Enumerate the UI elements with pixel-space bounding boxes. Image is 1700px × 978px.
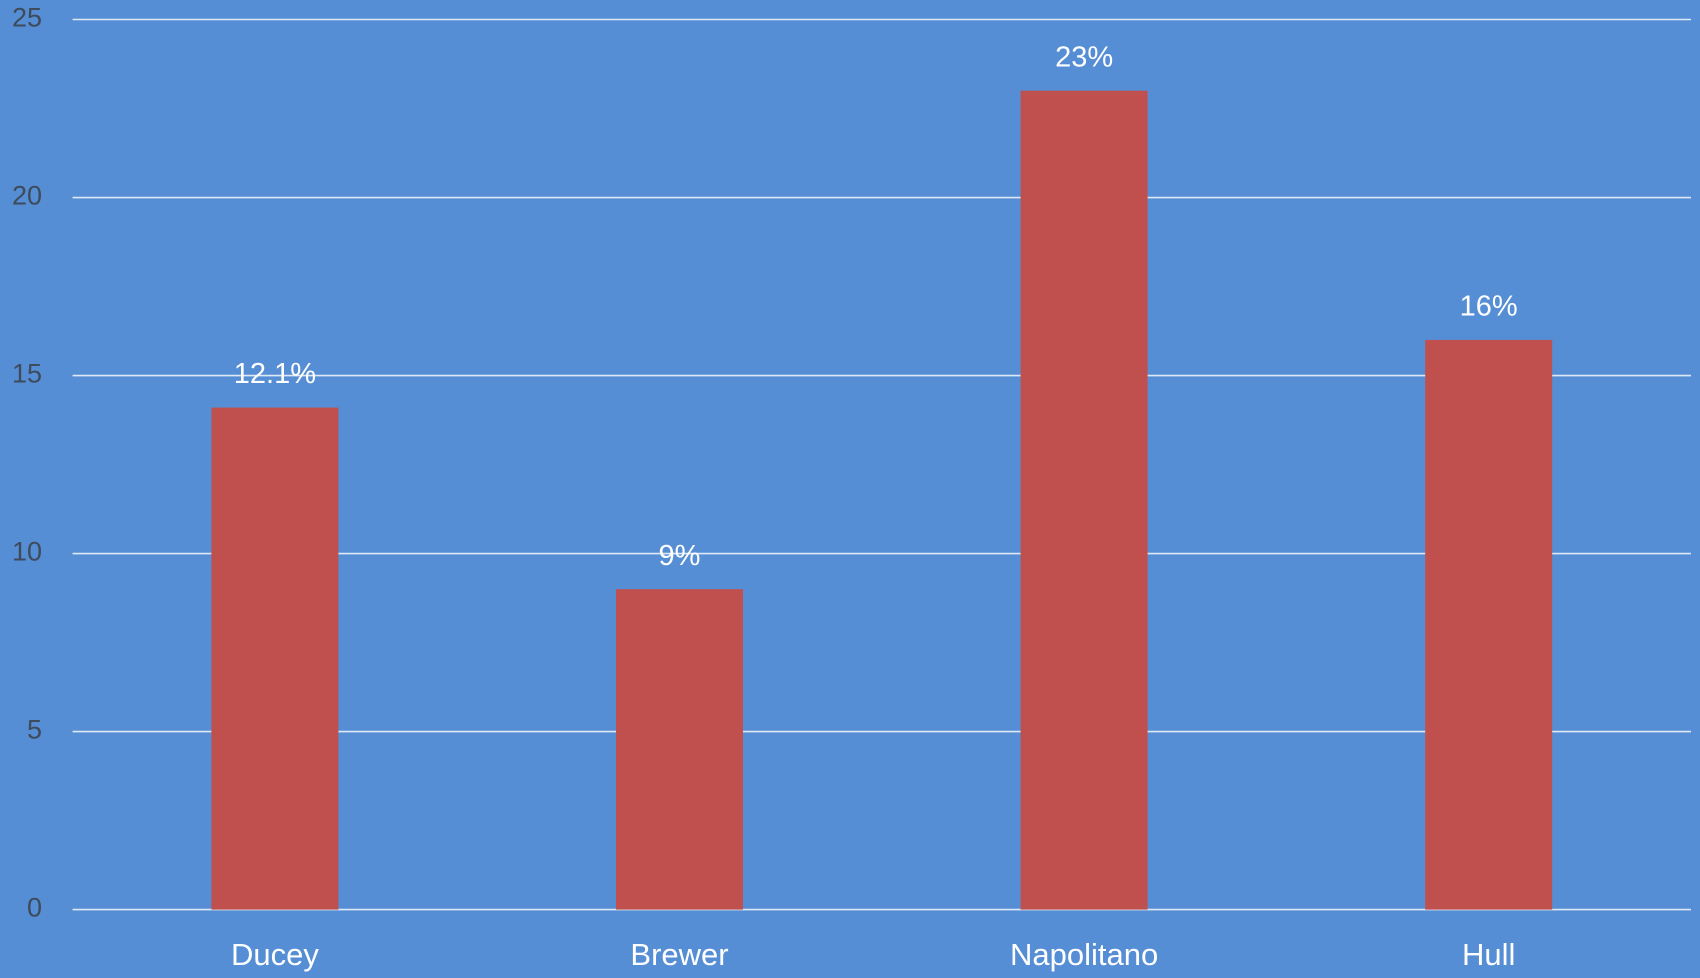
x-tick-label: Napolitano bbox=[1010, 937, 1158, 972]
bar bbox=[1425, 339, 1553, 910]
bar-annotation: 12.1% bbox=[234, 358, 316, 390]
y-tick-label: 10 bbox=[12, 537, 42, 567]
y-tick-label: 0 bbox=[27, 893, 42, 923]
y-tick-label: 5 bbox=[27, 715, 42, 745]
bar bbox=[1020, 90, 1148, 910]
y-tick-label: 15 bbox=[12, 359, 42, 389]
x-tick-label: Hull bbox=[1462, 937, 1515, 972]
x-tick-label: Ducey bbox=[231, 937, 319, 972]
bar bbox=[616, 589, 743, 910]
y-tick-label: 25 bbox=[12, 3, 42, 33]
bar-annotation: 23% bbox=[1055, 41, 1113, 73]
bar bbox=[211, 407, 339, 910]
x-tick-label: Brewer bbox=[630, 937, 728, 972]
bar-annotation: 16% bbox=[1460, 291, 1518, 323]
bar-annotation: 9% bbox=[659, 540, 701, 572]
y-tick-label: 20 bbox=[12, 181, 42, 211]
